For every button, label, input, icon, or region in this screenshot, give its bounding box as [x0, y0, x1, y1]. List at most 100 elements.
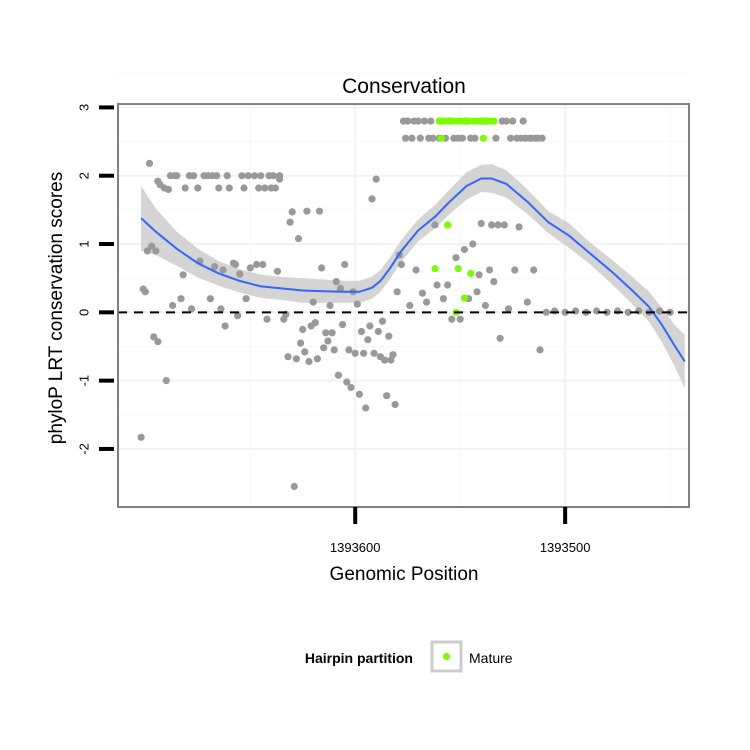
other-point	[378, 317, 387, 325]
other-point	[328, 329, 336, 337]
other-point	[423, 298, 431, 306]
other-point	[322, 329, 330, 337]
x-tick-label: 1393600	[330, 540, 381, 555]
other-point	[152, 247, 160, 255]
other-point	[383, 392, 391, 400]
other-point	[341, 260, 349, 269]
other-point	[469, 240, 477, 248]
other-point	[460, 245, 468, 254]
other-point	[303, 207, 311, 215]
other-point	[141, 288, 149, 296]
other-point	[519, 117, 527, 125]
other-point	[313, 355, 321, 363]
y-tick-label: 1	[77, 240, 92, 247]
other-point	[456, 315, 464, 323]
other-point	[311, 319, 319, 327]
other-point	[150, 333, 158, 341]
other-point	[490, 278, 498, 286]
other-point	[385, 332, 393, 340]
mature-point	[479, 134, 487, 142]
other-point	[292, 355, 300, 363]
other-point	[301, 348, 309, 356]
other-point	[244, 172, 252, 180]
other-point	[389, 351, 397, 359]
other-point	[332, 278, 340, 286]
other-point	[211, 263, 219, 271]
y-tick-label: -2	[77, 443, 92, 455]
other-point	[374, 327, 382, 336]
other-point	[357, 327, 366, 336]
other-point	[496, 334, 504, 342]
other-point	[412, 266, 420, 274]
other-point	[492, 134, 500, 142]
panel-border	[117, 103, 690, 508]
smooth-line	[140, 177, 686, 363]
other-point	[542, 308, 550, 316]
other-point	[154, 338, 162, 346]
other-point	[448, 315, 456, 323]
other-point	[494, 221, 502, 229]
other-point	[271, 184, 279, 192]
other-point	[221, 322, 229, 330]
other-point	[364, 336, 372, 344]
y-axis-label: phyloP LRT conservation scores	[46, 172, 67, 445]
other-point	[240, 184, 248, 192]
other-point	[488, 221, 496, 229]
mature-point	[437, 134, 445, 142]
other-point	[288, 208, 296, 216]
other-point	[408, 134, 416, 142]
other-point	[164, 185, 172, 193]
other-point	[315, 207, 324, 215]
other-point	[360, 349, 368, 357]
other-point	[225, 184, 233, 192]
other-point	[148, 242, 156, 250]
other-point	[173, 172, 181, 180]
other-point	[355, 390, 363, 398]
other-point	[471, 134, 479, 142]
other-point	[236, 270, 244, 278]
other-point	[530, 266, 538, 274]
other-point	[294, 235, 303, 243]
other-point	[502, 117, 510, 125]
other-point	[429, 134, 437, 142]
other-point	[656, 307, 664, 315]
other-point	[347, 383, 355, 392]
other-point	[206, 295, 214, 303]
data-points	[137, 117, 674, 491]
other-point	[238, 172, 246, 180]
other-point	[624, 308, 632, 316]
other-point	[452, 254, 460, 262]
other-point	[433, 281, 441, 289]
y-tick-label: 2	[77, 172, 92, 179]
other-point	[194, 184, 202, 192]
panel-grid	[118, 72, 689, 507]
other-point	[572, 307, 580, 315]
other-point	[370, 349, 378, 357]
other-point	[439, 295, 447, 303]
other-point	[320, 344, 328, 352]
other-point	[246, 264, 254, 272]
other-point	[507, 134, 515, 142]
x-axis-label: Genomic Position	[330, 564, 479, 585]
other-point	[406, 301, 414, 310]
other-point	[420, 117, 429, 125]
confidence-band	[141, 164, 685, 389]
other-point	[368, 195, 376, 203]
other-point	[538, 134, 546, 142]
other-point	[393, 288, 401, 296]
other-point	[391, 400, 399, 409]
other-point	[250, 172, 259, 180]
legend-title: Hairpin partition	[305, 650, 413, 666]
legend: Hairpin partition Mature	[305, 640, 513, 673]
other-point	[635, 307, 643, 315]
other-point	[143, 247, 151, 255]
other-point	[190, 172, 198, 180]
other-point	[362, 404, 370, 412]
other-point	[223, 172, 231, 180]
other-point	[486, 266, 494, 274]
other-point	[177, 295, 185, 303]
other-point	[137, 433, 145, 441]
other-point	[372, 175, 380, 183]
other-point	[181, 184, 189, 192]
other-point	[219, 266, 227, 274]
